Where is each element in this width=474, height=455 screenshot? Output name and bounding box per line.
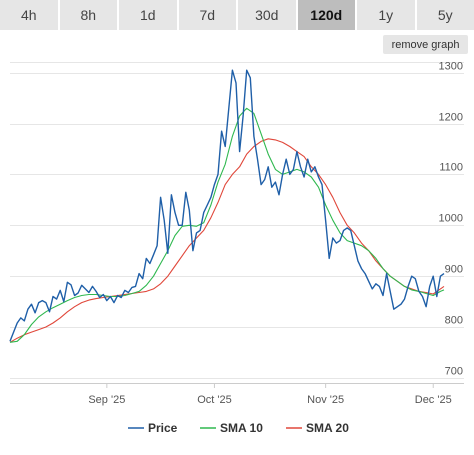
series-line-sma-20	[9, 138, 445, 343]
x-tick-label: Dec '25	[415, 394, 452, 406]
tab-8h[interactable]: 8h	[59, 0, 117, 30]
remove-graph-button[interactable]: remove graph	[383, 35, 468, 54]
tab-30d[interactable]: 30d	[238, 0, 296, 30]
legend-item-price[interactable]: Price	[148, 421, 178, 435]
x-tick-label: Sep '25	[88, 394, 125, 406]
x-axis-ticks: Sep '25 Oct '25 Nov '25 Dec '25	[88, 383, 452, 406]
y-tick-label: 1100	[439, 162, 463, 174]
y-tick-label: 700	[445, 366, 463, 378]
legend-item-sma-10[interactable]: SMA 10	[220, 421, 263, 435]
timeframe-tabs: 4h 8h 1d 7d 30d 120d 1y 5y	[0, 0, 474, 30]
y-axis-ticks: 700 800 900 1000 1100 1200 1300	[439, 61, 463, 378]
y-tick-label: 1200	[439, 112, 463, 124]
tab-4h[interactable]: 4h	[0, 0, 58, 30]
chart-grid	[10, 62, 464, 384]
x-tick-label: Oct '25	[197, 394, 232, 406]
x-tick-label: Nov '25	[307, 394, 344, 406]
series-line-sma-10	[9, 107, 445, 343]
y-tick-label: 1000	[439, 213, 463, 225]
tab-5y[interactable]: 5y	[416, 0, 474, 30]
y-tick-label: 800	[445, 315, 463, 327]
chart-series	[9, 69, 445, 343]
tab-1y[interactable]: 1y	[357, 0, 415, 30]
y-tick-label: 900	[445, 264, 463, 276]
legend-item-sma-20[interactable]: SMA 20	[306, 421, 349, 435]
y-tick-label: 1300	[439, 61, 463, 73]
chart-legend: Price SMA 10 SMA 20	[128, 421, 349, 435]
tab-120d[interactable]: 120d	[297, 0, 355, 30]
tab-7d[interactable]: 7d	[178, 0, 236, 30]
series-line-price	[9, 69, 445, 342]
tab-1d[interactable]: 1d	[119, 0, 177, 30]
